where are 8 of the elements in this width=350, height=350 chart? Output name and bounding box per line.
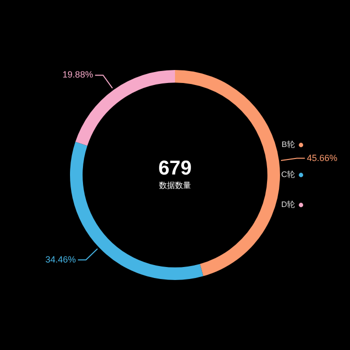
text: 数据数量: [159, 181, 191, 190]
legend-label: D轮: [281, 200, 295, 210]
legend-label: C轮: [281, 170, 295, 180]
legend-label: B轮: [282, 140, 295, 150]
data-label: 34.46%: [45, 254, 76, 264]
data-label: 45.66%: [306, 152, 338, 163]
text: 679: [158, 158, 192, 180]
data-label: 19.88%: [62, 70, 94, 80]
